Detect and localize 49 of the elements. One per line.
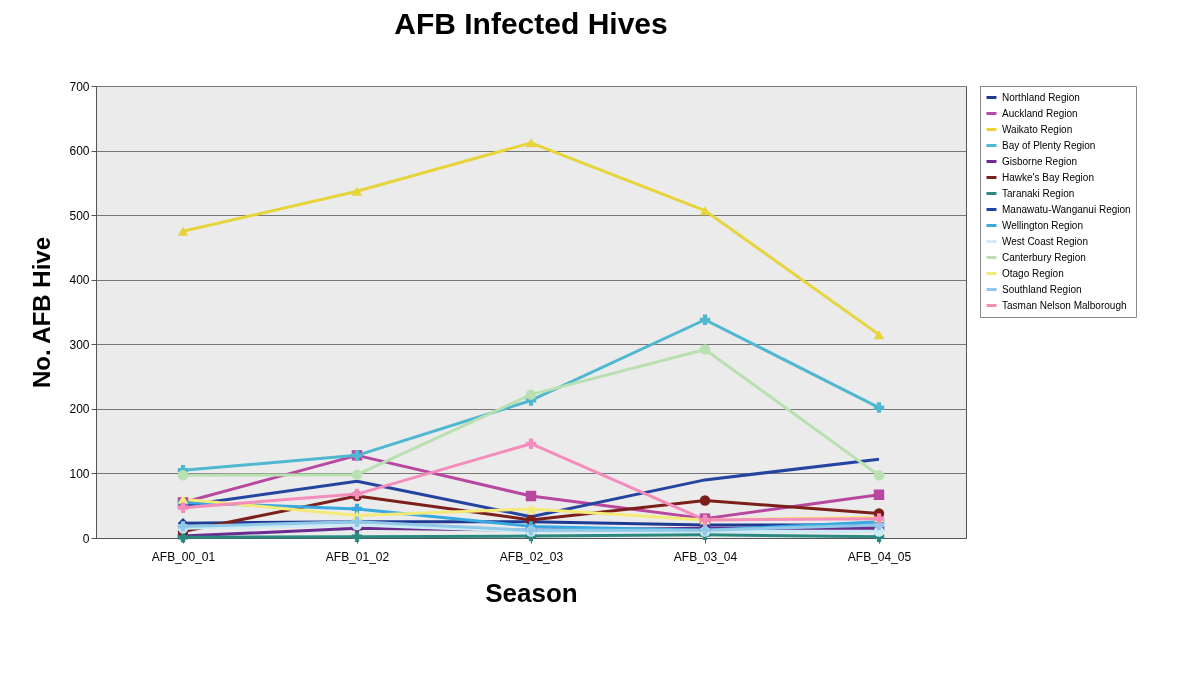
legend-label: Canterbury Region bbox=[1002, 251, 1086, 263]
y-tick-label: 200 bbox=[69, 402, 90, 417]
legend-label: Otago Region bbox=[1002, 267, 1064, 279]
point bbox=[351, 531, 363, 542]
legend-label: Wellington Region bbox=[1002, 219, 1083, 231]
legend-label: West Coast Region bbox=[1002, 235, 1088, 247]
point bbox=[525, 504, 537, 514]
chart-title: AFB Infected Hives bbox=[394, 7, 668, 40]
legend-label: Gisborne Region bbox=[1002, 155, 1078, 167]
x-tick-label: AFB_03_04 bbox=[673, 549, 738, 564]
y-tick-label: 100 bbox=[69, 466, 90, 481]
legend-label: Taranaki Region bbox=[1002, 187, 1075, 199]
legend-label: Southland Region bbox=[1002, 283, 1082, 295]
point bbox=[177, 226, 189, 236]
y-axis-title: No. AFB Hive bbox=[28, 236, 56, 389]
y-tick-label: 700 bbox=[69, 79, 90, 94]
point bbox=[699, 314, 711, 325]
point bbox=[525, 438, 537, 449]
y-tick-label: 500 bbox=[69, 208, 90, 223]
point bbox=[525, 490, 537, 502]
point bbox=[699, 344, 711, 355]
legend-label: Bay of Plenty Region bbox=[1002, 139, 1096, 151]
x-axis-title: Season bbox=[485, 577, 578, 608]
point bbox=[177, 470, 189, 481]
point bbox=[525, 389, 537, 400]
legend-label: Tasman Nelson Malborough bbox=[1002, 299, 1127, 311]
x-tick-label: AFB_04_05 bbox=[847, 549, 912, 564]
legend-label: Auckland Region bbox=[1002, 107, 1078, 119]
x-tick-label: AFB_02_03 bbox=[499, 549, 564, 564]
point bbox=[351, 469, 363, 480]
y-tick-label: 400 bbox=[69, 273, 90, 288]
point bbox=[699, 206, 711, 216]
legend-label: Northland Region bbox=[1002, 91, 1080, 103]
point bbox=[873, 470, 885, 481]
legend-label: Hawke's Bay Region bbox=[1002, 171, 1094, 183]
point bbox=[699, 495, 711, 506]
point bbox=[525, 138, 537, 148]
y-tick-label: 600 bbox=[69, 144, 90, 159]
point bbox=[873, 402, 885, 413]
legend-label: Waikato Region bbox=[1002, 123, 1073, 135]
x-tick-label: AFB_00_01 bbox=[151, 549, 216, 564]
legend-label: Manawatu-Wanganui Region bbox=[1002, 203, 1131, 215]
point bbox=[873, 330, 885, 340]
point bbox=[873, 489, 885, 500]
y-tick-label: 0 bbox=[82, 531, 90, 546]
point bbox=[351, 186, 363, 196]
x-tick-label: AFB_01_02 bbox=[325, 549, 390, 564]
point bbox=[177, 502, 189, 513]
y-tick-label: 300 bbox=[69, 337, 90, 352]
